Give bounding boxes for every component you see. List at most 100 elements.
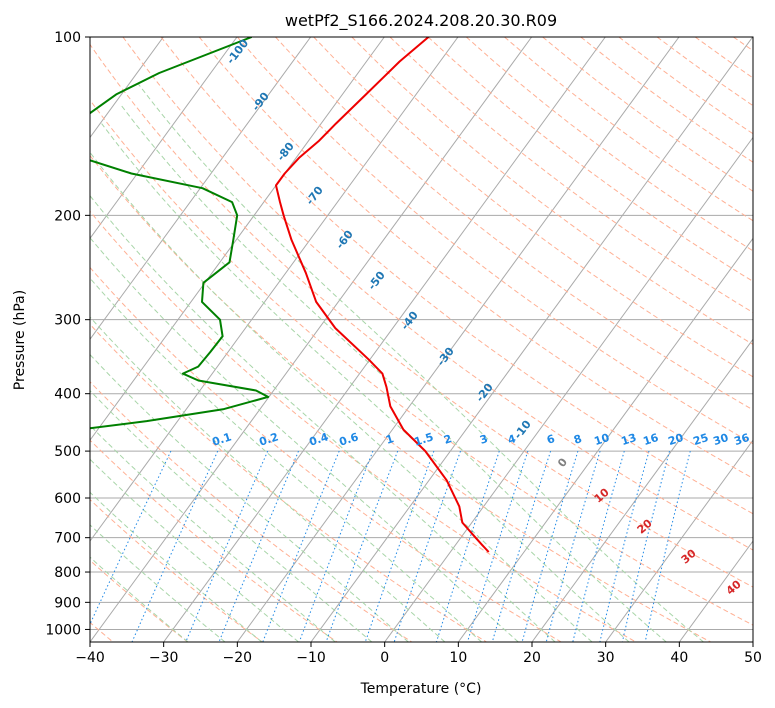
moist-adiabat-line [90, 316, 446, 642]
dry-adiabat-line [90, 559, 189, 642]
x-tick-label: 50 [744, 650, 762, 666]
mixing-ratio-line [218, 450, 299, 642]
isotherm-line [90, 37, 459, 542]
x-tick-label: −40 [75, 650, 105, 666]
mixing-ratio-line [298, 450, 374, 642]
x-tick-label: −20 [223, 650, 253, 666]
y-tick-label: 1000 [45, 622, 81, 638]
y-axis-ticks: 100 200 300 400 500 600 700 800 900 1000 [45, 30, 90, 638]
mixing-ratio-line [435, 450, 500, 642]
dry-adiabat-line [90, 323, 487, 642]
background-lines [90, 37, 753, 642]
mixing-ratio-line [599, 450, 650, 642]
moist-adiabat-line [90, 237, 519, 642]
profile-lines [90, 37, 490, 553]
moist-adiabat-line [90, 151, 593, 642]
dry-adiabat-line [275, 37, 753, 411]
dry-adiabat-line [313, 37, 753, 378]
mixing-ratio-label: 1.5 [413, 430, 436, 448]
mixing-ratio-label: 20 [667, 431, 686, 448]
x-tick-label: 30 [597, 650, 615, 666]
dry-adiabat-line [90, 439, 338, 642]
isotherm-line [752, 641, 753, 642]
x-tick-label: 10 [449, 650, 467, 666]
mixing-ratio-line [364, 450, 435, 642]
isotherm-line [90, 37, 533, 642]
dry-adiabat-line [198, 37, 753, 479]
x-axis-label: Temperature (°C) [360, 681, 482, 697]
dry-adiabat-line [351, 37, 753, 345]
moist-adiabat-line [90, 353, 409, 642]
mixing-ratio-label: 10 [593, 431, 612, 448]
moist-adiabat-line [90, 524, 226, 642]
dry-adiabat-line [90, 498, 263, 642]
temperature-line [275, 37, 490, 553]
y-tick-label: 300 [54, 313, 81, 329]
moist-adiabat-line [90, 491, 263, 642]
dry-adiabat-line [90, 266, 562, 642]
mixing-ratio-label: 2 [442, 432, 453, 447]
x-tick-label: 0 [380, 650, 389, 666]
mixing-ratio-line [545, 450, 601, 642]
moist-adiabat-line [90, 424, 336, 642]
mixing-ratio-label: 0.2 [258, 430, 281, 448]
mixing-ratio-label: 0.6 [338, 430, 361, 448]
moist-adiabat-line [90, 277, 482, 642]
mixing-ratio-label: 25 [692, 431, 711, 448]
mixing-ratio-line [644, 450, 691, 642]
chart-title: wetPf2_S166.2024.208.20.30.R09 [285, 11, 557, 31]
mixing-ratio-label: 13 [620, 431, 639, 448]
isotherm-line [605, 439, 753, 642]
isotherm-line [90, 37, 312, 341]
mixing-ratio-label: 3 [478, 432, 489, 447]
x-tick-label: −30 [149, 650, 179, 666]
y-tick-label: 800 [54, 565, 81, 581]
mixing-ratio-label: 0.1 [211, 430, 234, 448]
y-tick-label: 200 [54, 208, 81, 224]
mixing-ratio-line [90, 450, 172, 626]
moist-adiabat-line [90, 194, 556, 642]
x-tick-label: −10 [296, 650, 326, 666]
isotherm-line [236, 37, 680, 642]
mixing-ratio-line [521, 450, 579, 642]
x-axis-ticks: −40 −30 −20 −10 0 10 20 30 40 50 [75, 642, 762, 666]
y-tick-label: 500 [54, 444, 81, 460]
isotherm-line [163, 37, 606, 642]
dry-adiabat-line [122, 37, 753, 551]
mixing-ratio-line [325, 450, 399, 642]
mixing-ratio-label: 4 [506, 432, 518, 447]
plot-background [90, 37, 753, 642]
x-tick-label: 20 [523, 650, 541, 666]
mixing-ratio-label: 1 [384, 432, 395, 447]
dry-adiabat-line [90, 210, 637, 642]
mixing-ratio-line [262, 450, 340, 642]
moist-adiabat-line [90, 458, 299, 642]
moist-adiabat-line [101, 123, 630, 642]
x-tick-label: 40 [670, 650, 688, 666]
y-tick-label: 900 [54, 595, 81, 611]
moist-adiabat-line [120, 104, 667, 642]
mixing-ratio-label: 0.4 [308, 430, 331, 448]
mixing-ratio-label: 30 [712, 431, 731, 448]
dewpoint-line [90, 37, 270, 430]
mixing-ratio-label: 6 [545, 432, 557, 447]
mixing-ratio-line [393, 450, 461, 642]
isotherm-line [457, 237, 753, 642]
mixing-ratio-line [621, 450, 670, 642]
y-tick-label: 600 [54, 491, 81, 507]
y-tick-label: 700 [54, 531, 81, 547]
plot-frame [89, 36, 754, 643]
y-tick-label: 400 [54, 387, 81, 403]
dry-adiabat-line [90, 99, 753, 626]
mixing-ratio-label: 16 [642, 431, 661, 448]
dry-adiabat-line [160, 37, 753, 515]
dry-adiabat-line [90, 43, 753, 588]
y-axis-label: Pressure (hPa) [12, 290, 28, 390]
isotherm-line [90, 37, 385, 442]
mixing-ratio-line [572, 450, 625, 642]
mixing-ratio-label: 8 [572, 432, 583, 447]
mixing-ratio-line [491, 450, 552, 642]
mixing-ratio-label: 36 [733, 431, 752, 448]
dry-adiabat-line [237, 37, 753, 445]
